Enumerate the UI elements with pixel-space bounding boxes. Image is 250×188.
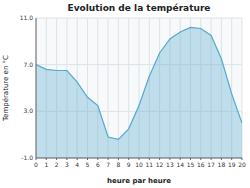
x-tick xyxy=(46,158,47,160)
x-tick xyxy=(108,158,109,160)
chart: 01234567891011121314151617181920-1.03.07… xyxy=(0,0,250,188)
y-axis xyxy=(36,18,37,158)
x-tick xyxy=(66,158,67,160)
area xyxy=(36,27,242,158)
x-tick-label: 0 xyxy=(34,161,38,168)
x-tick-label: 4 xyxy=(75,161,79,168)
x-tick-label: 3 xyxy=(65,161,69,168)
y-tick-label: 11.0 xyxy=(20,14,34,21)
y-tick-label: -1.0 xyxy=(21,154,33,161)
x-tick-label: 5 xyxy=(86,161,90,168)
x-tick-label: 17 xyxy=(207,161,215,168)
x-tick-label: 15 xyxy=(187,161,195,168)
x-tick xyxy=(139,158,140,160)
x-tick xyxy=(87,158,88,160)
x-tick xyxy=(36,158,37,160)
x-tick xyxy=(159,158,160,160)
x-tick xyxy=(211,158,212,160)
x-tick xyxy=(190,158,191,160)
grid xyxy=(36,18,242,158)
x-tick xyxy=(200,158,201,160)
grid-line xyxy=(118,18,119,158)
x-tick xyxy=(56,158,57,160)
x-tick xyxy=(118,158,119,160)
grid-line xyxy=(36,18,37,158)
x-tick-label: 10 xyxy=(135,161,143,168)
x-tick-label: 13 xyxy=(166,161,174,168)
x-tick-label: 19 xyxy=(228,161,236,168)
x-tick xyxy=(128,158,129,160)
x-tick-label: 1 xyxy=(44,161,48,168)
line xyxy=(36,27,242,139)
x-tick-label: 18 xyxy=(218,161,226,168)
x-axis-label: heure par heure xyxy=(107,177,171,185)
x-tick-label: 14 xyxy=(176,161,184,168)
y-axis-label: Température en °C xyxy=(2,55,10,122)
x-tick xyxy=(77,158,78,160)
x-tick xyxy=(221,158,222,160)
x-tick-label: 7 xyxy=(106,161,110,168)
series xyxy=(36,27,242,158)
x-tick-label: 20 xyxy=(238,161,246,168)
x-tick xyxy=(169,158,170,160)
x-tick xyxy=(180,158,181,160)
x-tick-label: 2 xyxy=(55,161,59,168)
x-tick xyxy=(242,158,243,160)
x-tick-label: 11 xyxy=(145,161,153,168)
x-tick-label: 9 xyxy=(127,161,131,168)
y-tick-label: 7.0 xyxy=(23,61,33,68)
x-tick-label: 16 xyxy=(197,161,205,168)
plot-area xyxy=(36,18,242,158)
x-tick xyxy=(231,158,232,160)
title: Evolution de la température xyxy=(68,3,211,13)
x-tick xyxy=(97,158,98,160)
y-tick-label: 3.0 xyxy=(23,107,33,114)
x-tick xyxy=(149,158,150,160)
x-tick-label: 8 xyxy=(116,161,120,168)
x-tick-label: 12 xyxy=(156,161,164,168)
x-tick-label: 6 xyxy=(96,161,100,168)
